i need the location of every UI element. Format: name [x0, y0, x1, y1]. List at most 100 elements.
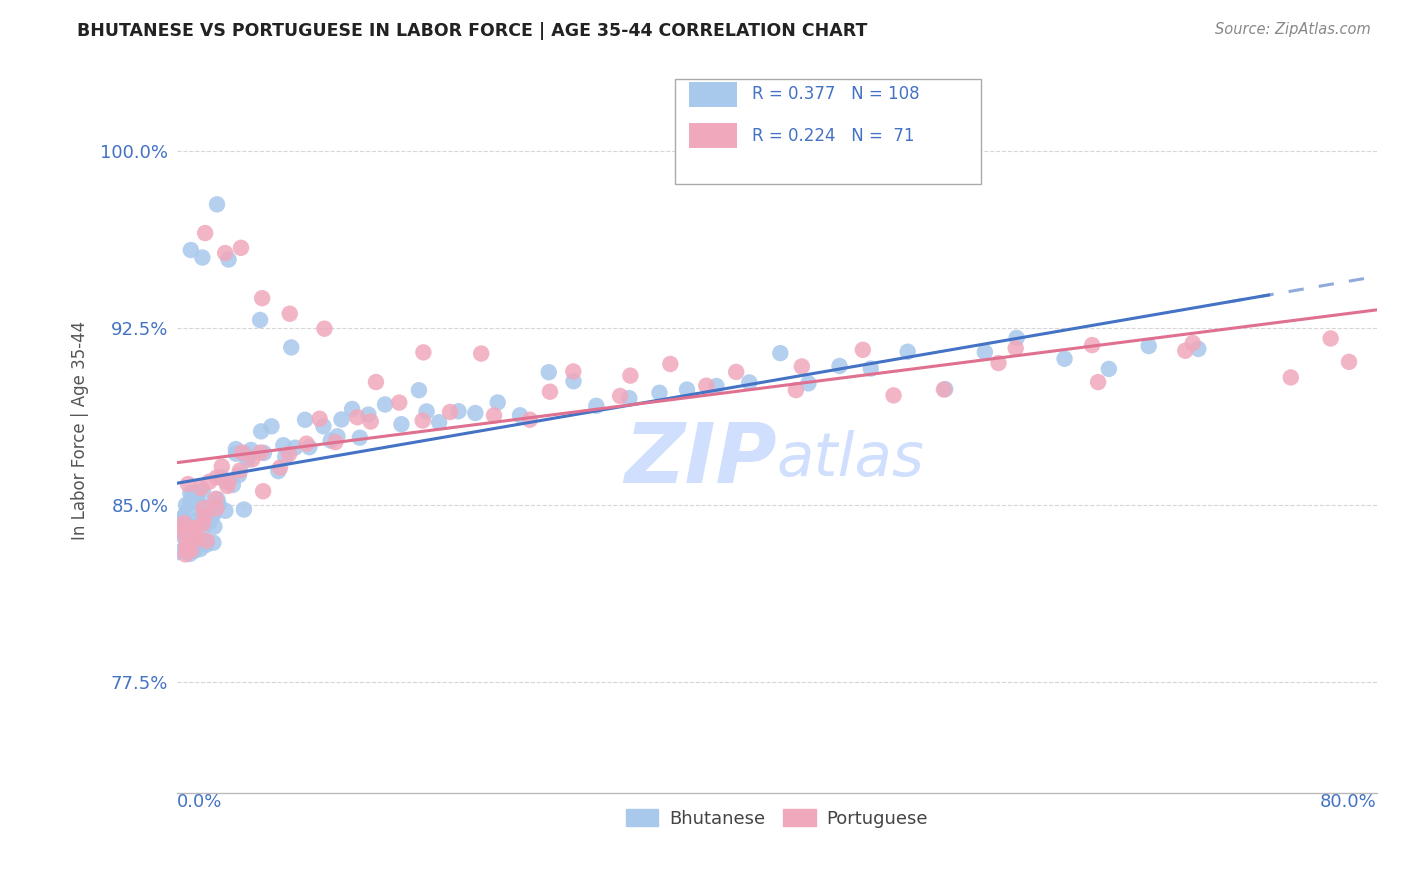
Point [314, 321, 336, 335]
Point [190, 481, 212, 495]
Point [295, 436, 318, 450]
Point [200, 509, 222, 524]
Point [1279, 370, 1302, 384]
Point [177, 477, 200, 491]
Point [273, 438, 295, 452]
Point [250, 425, 273, 439]
Point [218, 475, 240, 489]
Point [364, 375, 387, 389]
Point [181, 544, 204, 558]
Point [188, 541, 211, 556]
Point [357, 408, 380, 422]
Point [284, 441, 307, 455]
Point [229, 241, 252, 255]
Point [325, 435, 347, 450]
Point [252, 484, 274, 499]
Point [194, 500, 217, 515]
Point [695, 378, 717, 392]
Point [177, 534, 200, 549]
Point [319, 434, 342, 448]
Point [330, 412, 353, 426]
Point [883, 388, 905, 402]
Point [415, 404, 437, 418]
Point [214, 504, 236, 518]
Point [177, 532, 200, 546]
Point [229, 464, 252, 478]
Point [388, 395, 411, 409]
Point [183, 531, 205, 545]
Point [173, 516, 195, 530]
Point [1004, 341, 1026, 355]
Point [172, 528, 194, 542]
Point [738, 376, 761, 390]
Point [205, 470, 228, 484]
Point [1187, 342, 1209, 356]
Point [202, 519, 225, 533]
Point [194, 226, 217, 240]
Point [180, 521, 202, 535]
Point [389, 417, 412, 432]
Point [180, 243, 202, 257]
Point [278, 447, 301, 461]
Point [725, 365, 748, 379]
Point [249, 445, 271, 459]
Point [349, 431, 371, 445]
Point [519, 413, 541, 427]
Point [240, 442, 263, 457]
Point [194, 509, 217, 524]
Point [191, 483, 214, 498]
Point [482, 409, 505, 423]
Point [562, 364, 585, 378]
FancyBboxPatch shape [689, 123, 737, 148]
Point [859, 361, 882, 376]
Point [232, 502, 254, 516]
Legend: Bhutanese, Portuguese: Bhutanese, Portuguese [619, 802, 935, 835]
Point [1137, 339, 1160, 353]
Point [177, 518, 200, 533]
Point [249, 313, 271, 327]
Y-axis label: In Labor Force | Age 35-44: In Labor Force | Age 35-44 [72, 321, 89, 541]
Point [186, 532, 208, 546]
Text: atlas: atlas [776, 431, 925, 490]
Point [538, 384, 561, 399]
Point [562, 374, 585, 388]
Point [619, 368, 641, 383]
Point [312, 419, 335, 434]
Point [706, 379, 728, 393]
Point [470, 346, 492, 360]
Point [609, 389, 631, 403]
Point [1319, 331, 1341, 345]
Point [340, 402, 363, 417]
Point [211, 459, 233, 474]
Point [236, 450, 259, 464]
Point [198, 515, 221, 529]
Point [183, 522, 205, 536]
Point [194, 508, 217, 522]
Point [205, 197, 228, 211]
Point [225, 442, 247, 456]
Text: 80.0%: 80.0% [1320, 793, 1376, 812]
Point [769, 346, 792, 360]
Point [191, 251, 214, 265]
Point [228, 468, 250, 483]
Point [790, 359, 813, 374]
Point [176, 538, 198, 552]
Point [298, 440, 321, 454]
Point [191, 516, 214, 531]
Point [585, 399, 607, 413]
Point [619, 391, 641, 405]
Point [231, 445, 253, 459]
Point [179, 547, 201, 561]
Point [308, 411, 330, 425]
FancyBboxPatch shape [675, 79, 981, 185]
Point [222, 478, 245, 492]
Point [360, 415, 382, 429]
Point [204, 491, 226, 506]
Point [202, 507, 225, 521]
Text: ZIP: ZIP [624, 419, 776, 500]
Text: R = 0.224   N =  71: R = 0.224 N = 71 [752, 127, 914, 145]
Point [191, 521, 214, 535]
Point [180, 543, 202, 558]
Point [412, 345, 434, 359]
Point [1087, 375, 1109, 389]
